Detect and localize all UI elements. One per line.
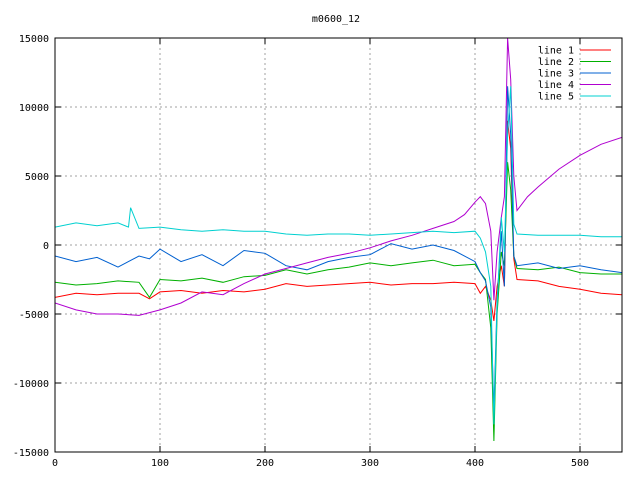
y-tick-label: -10000 (13, 379, 49, 390)
chart-title: m0600_12 (312, 14, 360, 25)
legend-label-2: line 2 (538, 57, 574, 68)
series-line-4 (55, 38, 622, 316)
series-lines (55, 38, 622, 442)
legend-label-1: line 1 (538, 46, 574, 57)
y-tick-label: -15000 (13, 448, 49, 459)
y-tick-label: -5000 (19, 310, 49, 321)
x-tick-label: 100 (151, 458, 169, 469)
legend-label-4: line 4 (538, 80, 574, 91)
legend-label-3: line 3 (538, 69, 574, 80)
series-line-2 (55, 162, 622, 442)
y-tick-label: 15000 (19, 34, 49, 45)
x-tick-label: 300 (361, 458, 379, 469)
x-tick-label: 400 (466, 458, 484, 469)
x-tick-label: 500 (571, 458, 589, 469)
grid (55, 38, 622, 452)
series-line-5 (55, 86, 622, 425)
x-tick-label: 200 (256, 458, 274, 469)
x-tick-label: 0 (52, 458, 58, 469)
y-tick-label: 5000 (25, 172, 49, 183)
series-line-3 (55, 86, 622, 411)
legend-label-5: line 5 (538, 92, 574, 103)
y-tick-label: 10000 (19, 103, 49, 114)
y-tick-label: 0 (43, 241, 49, 252)
axes: 0 100 200 300 400 500 -15000 -10000 -5000 0 5000 10… (13, 34, 622, 469)
series-line-1 (55, 120, 622, 321)
